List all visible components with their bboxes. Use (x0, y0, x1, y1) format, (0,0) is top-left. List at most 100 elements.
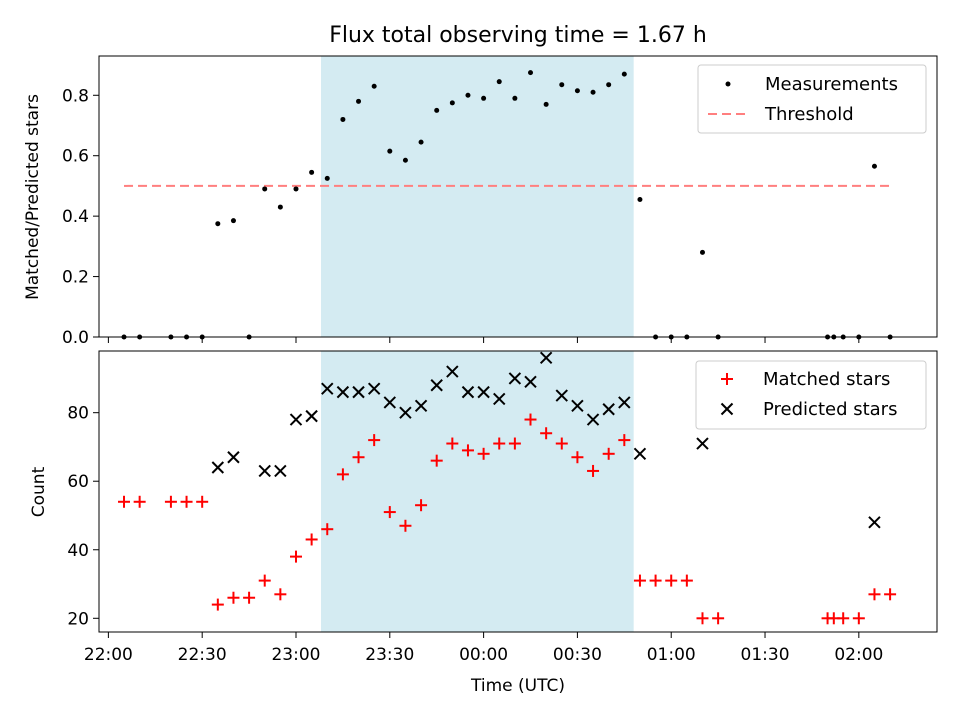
predicted-star-point (868, 516, 881, 529)
matched-star-point (540, 427, 553, 440)
predicted-star-point (352, 385, 365, 399)
matched-star-point (696, 612, 709, 625)
top-y-axis-label: Matched/Predicted stars (23, 94, 43, 300)
measurement-point (356, 98, 362, 104)
cross-stroke (430, 379, 443, 392)
x-tick-label: 23:30 (365, 645, 414, 665)
predicted-star-point (211, 461, 225, 474)
measurement-point (699, 249, 705, 255)
measurement-point (606, 82, 612, 88)
predicted-star-point (227, 451, 240, 464)
cross-stroke (211, 461, 225, 474)
measurement-point (481, 95, 487, 101)
cross-stroke (321, 382, 334, 395)
matched-star-point (461, 444, 474, 457)
measurement-point (402, 157, 408, 163)
measurement-point (215, 221, 221, 227)
cross-stroke (696, 437, 709, 450)
measurement-point (371, 83, 377, 89)
top-y-ticks: 0.0 0.2 0.4 0.6 0.8 (62, 86, 99, 348)
y-tick-label: 40 (67, 541, 89, 561)
measurement-point (277, 204, 283, 210)
y-tick-label: 0.8 (62, 86, 89, 106)
predicted-stars-points (211, 351, 881, 529)
bottom-x-ticks: 22:00 22:30 23:00 23:30 00:00 00:30 01:00 01:30… (84, 632, 883, 665)
cross-stroke (477, 385, 490, 399)
matched-star-point (211, 598, 224, 611)
predicted-star-point (367, 382, 381, 395)
matched-stars-points (118, 413, 897, 625)
measurement-point (418, 139, 424, 145)
measurement-point (230, 218, 236, 224)
y-tick-label: 0.6 (62, 147, 89, 167)
predicted-star-point (524, 375, 537, 389)
matched-star-point (524, 413, 537, 426)
predicted-star-point (383, 396, 397, 409)
matched-star-point (118, 495, 131, 508)
measurement-point (324, 175, 330, 181)
y-tick-label: 20 (67, 609, 89, 629)
cross-stroke (336, 385, 350, 399)
matched-star-point (305, 533, 318, 546)
matched-star-point (352, 451, 365, 464)
measurement-point (387, 148, 393, 154)
matched-star-point (618, 434, 631, 447)
matched-star-point (555, 437, 568, 450)
measurement-point (434, 107, 440, 113)
y-tick-label: 0.4 (62, 207, 89, 227)
matched-star-point (258, 574, 271, 587)
cross-stroke (258, 464, 271, 478)
cross-stroke (555, 389, 568, 402)
matched-star-point (665, 574, 678, 587)
predicted-star-point (446, 365, 459, 378)
matched-star-point (712, 612, 725, 625)
legend-matched-label: Matched stars (763, 369, 890, 390)
matched-star-point (649, 574, 662, 587)
x-tick-label: 23:00 (271, 645, 320, 665)
predicted-star-point (493, 392, 506, 406)
predicted-star-point (539, 351, 553, 365)
predicted-star-point (461, 385, 475, 399)
matched-star-point (587, 464, 600, 477)
measurement-points (121, 70, 893, 340)
measurement-point (528, 70, 534, 76)
matched-star-point (415, 499, 428, 512)
matched-star-point (602, 447, 615, 460)
matched-star-point (196, 495, 209, 508)
matched-star-point (399, 519, 412, 532)
measurement-point (496, 79, 502, 85)
matched-star-point (321, 523, 334, 536)
x-tick-label: 22:00 (84, 645, 133, 665)
matched-star-point (368, 434, 381, 447)
predicted-star-point (696, 437, 709, 450)
matched-star-point (383, 506, 396, 519)
matched-star-point (868, 588, 881, 601)
bottom-y-axis-label: Count (29, 466, 49, 517)
legend-plus-glyph (721, 373, 733, 385)
matched-star-point (680, 574, 693, 587)
cross-stroke (618, 396, 631, 409)
cross-stroke (383, 396, 397, 409)
legend-predicted-label: Predicted stars (763, 399, 897, 420)
legend-measurements-marker (725, 81, 731, 87)
matched-star-point (289, 550, 302, 563)
matched-star-point (852, 612, 865, 625)
cross-stroke (493, 392, 506, 406)
measurement-point (512, 95, 518, 101)
top-shaded-span (321, 56, 634, 337)
measurement-point (574, 88, 580, 94)
measurement-point (637, 197, 643, 203)
measurement-point (340, 116, 346, 122)
legend-cross-glyph (720, 402, 734, 416)
predicted-star-point (399, 406, 412, 419)
cross-stroke (274, 464, 287, 478)
legend-predicted-marker (720, 402, 734, 416)
bottom-legend-box (695, 360, 927, 430)
x-tick-label: 22:30 (178, 645, 227, 665)
x-axis-label: Time (UTC) (470, 676, 565, 696)
predicted-star-point (414, 399, 428, 413)
predicted-star-point (289, 413, 303, 426)
measurement-point (590, 89, 596, 95)
x-tick-label: 01:30 (741, 645, 790, 665)
matched-star-point (837, 612, 850, 625)
